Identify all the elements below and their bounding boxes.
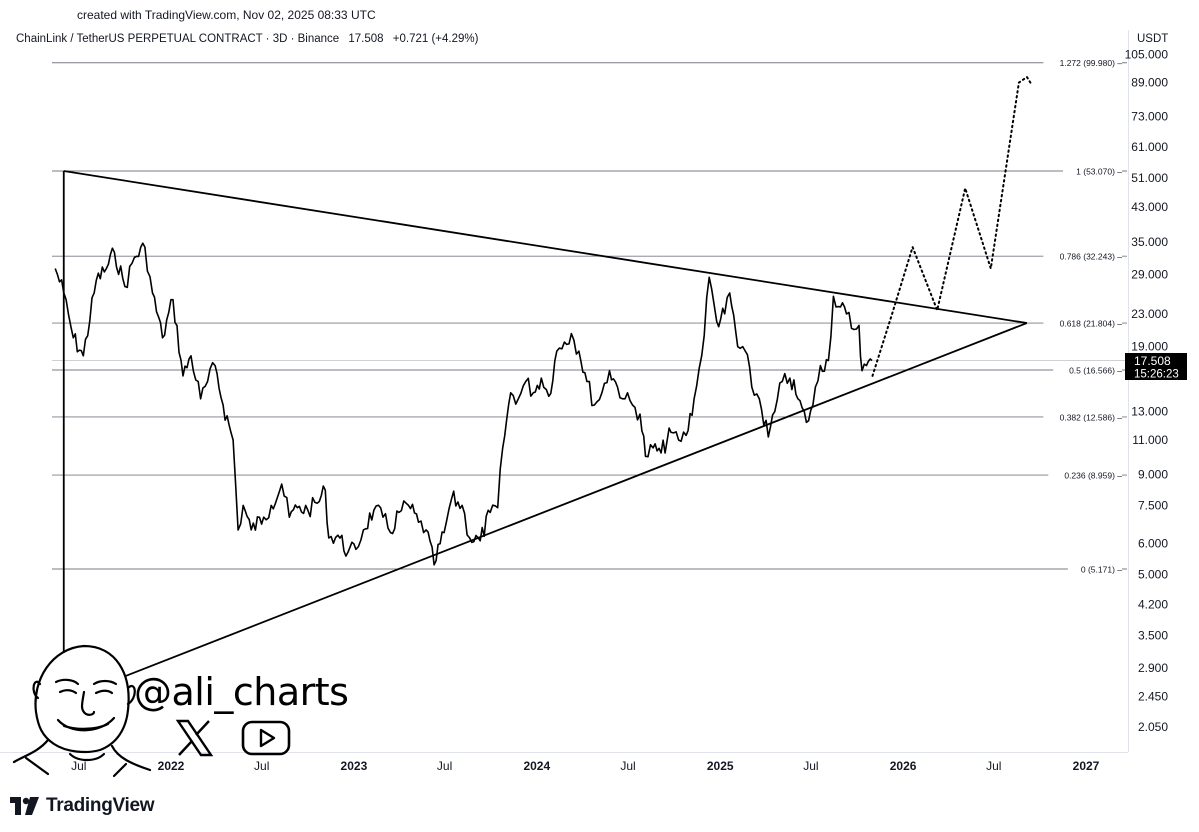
time-axis-tick: Jul (71, 759, 86, 773)
tradingview-logo-icon (10, 797, 39, 815)
price-axis-tick: 2.900 (1138, 661, 1168, 675)
time-axis-tick: Jul (986, 759, 1001, 773)
price-axis-tick: 35.000 (1131, 235, 1168, 249)
fib-levels: 1.272 (99.980) – 1 (53.070) – 0.786 (32.24… (52, 57, 1127, 575)
fib-level-label: 0.5 (16.566) – (1069, 365, 1122, 375)
fib-level-label: 1.272 (99.980) – (1060, 58, 1123, 68)
price-line[interactable] (54, 242, 873, 566)
price-axis-tick: 89.000 (1131, 76, 1168, 90)
watermark: @ali_charts (8, 640, 349, 780)
time-axis: Jul 2022 Jul 2023 Jul 2024 Jul 2025 Jul 2026 Jul 20… (71, 759, 1100, 773)
fib-label-bg (1053, 364, 1122, 376)
price-axis-separator (1128, 30, 1129, 752)
time-axis-tick: 2023 (341, 759, 368, 773)
fib-label-bg (1043, 250, 1122, 262)
watermark-handle: @ali_charts (134, 670, 349, 714)
price-axis-tick: 61.000 (1131, 140, 1168, 154)
fib-label-bg (1043, 57, 1122, 69)
price-axis-tick: 7.500 (1138, 498, 1168, 512)
price-axis-tick: 19.000 (1131, 340, 1168, 354)
price-tag-bg (1125, 353, 1187, 380)
fib-level-label: 0.618 (21.804) – (1060, 319, 1123, 329)
time-axis-separator (0, 752, 1128, 753)
time-axis-tick: Jul (620, 759, 635, 773)
time-axis-tick: 2027 (1073, 759, 1100, 773)
fib-label-bg (1043, 411, 1122, 423)
currency-label[interactable]: USDT (1137, 33, 1169, 45)
symbol-line: ChainLink / TetherUS PERPETUAL CONTRACT … (16, 33, 478, 45)
time-axis-tick: Jul (803, 759, 818, 773)
price-tag-countdown: 15:26:23 (1134, 369, 1179, 381)
x-logo-icon (175, 719, 214, 757)
price-axis-tick: 105.000 (1125, 47, 1169, 61)
youtube-icon (241, 720, 291, 756)
price-tag-value: 17.508 (1134, 354, 1171, 368)
projection-path (871, 75, 1032, 377)
trendline[interactable] (63, 322, 1028, 702)
time-axis-tick: Jul (254, 759, 269, 773)
price-axis-tick: 11.000 (1132, 433, 1168, 447)
time-axis-tick: Jul (437, 759, 452, 773)
fib-label-bg (1048, 469, 1122, 481)
trendlines (62, 170, 1028, 728)
tradingview-brand[interactable]: TradingView (10, 793, 155, 819)
price-axis-tick: 4.200 (1138, 598, 1168, 612)
fib-label-bg (1063, 165, 1122, 177)
price-axis-tick: 2.450 (1138, 690, 1168, 704)
symbol-title[interactable]: ChainLink / TetherUS PERPETUAL CONTRACT … (16, 33, 340, 45)
trendline[interactable] (63, 170, 1028, 324)
price-tag: 17.508 15:26:23 (1125, 353, 1187, 381)
price-axis-tick: 29.000 (1131, 267, 1168, 281)
time-axis-tick: 2025 (707, 759, 734, 773)
price-axis-tick: 5.000 (1138, 568, 1168, 582)
price-axis-tick: 43.000 (1131, 200, 1168, 214)
fib-level-label: 0.236 (8.959) – (1064, 471, 1122, 481)
projection-line[interactable] (871, 75, 1032, 377)
fib-level-label: 1 (53.070) – (1076, 167, 1122, 177)
fib-label-bg (1043, 317, 1122, 329)
price-axis-tick: 51.000 (1131, 171, 1168, 185)
created-note: created with TradingView.com, Nov 02, 20… (77, 8, 376, 22)
price-axis-tick: 9.000 (1138, 467, 1168, 481)
price-axis-tick: 6.000 (1138, 537, 1168, 551)
time-axis-tick: 2026 (890, 759, 917, 773)
price-axis-tick: 73.000 (1131, 110, 1168, 124)
fib-label-bg (1067, 563, 1122, 575)
price-axis-tick: 2.050 (1138, 720, 1168, 734)
price-series (54, 242, 873, 566)
fib-level-label: 0 (5.171) – (1081, 565, 1122, 575)
fib-level-label: 0.382 (12.586) – (1060, 412, 1123, 422)
tradingview-brand-text: TradingView (46, 795, 155, 816)
time-axis-tick: 2024 (523, 759, 550, 773)
price-axis-tick: 23.000 (1131, 307, 1168, 321)
avatar-sketch-icon (12, 644, 152, 778)
price-axis-tick: 13.000 (1131, 404, 1168, 418)
price-axis-tick: 3.500 (1138, 629, 1168, 643)
price-axis: 105.000 89.000 73.000 61.000 51.000 43.000 35.… (1125, 47, 1169, 734)
last-price: 17.508 (348, 33, 384, 45)
price-change: +0.721 (+4.29%) (392, 33, 479, 45)
time-axis-tick: 2022 (158, 759, 185, 773)
fib-level-label: 0.786 (32.243) – (1060, 252, 1123, 262)
